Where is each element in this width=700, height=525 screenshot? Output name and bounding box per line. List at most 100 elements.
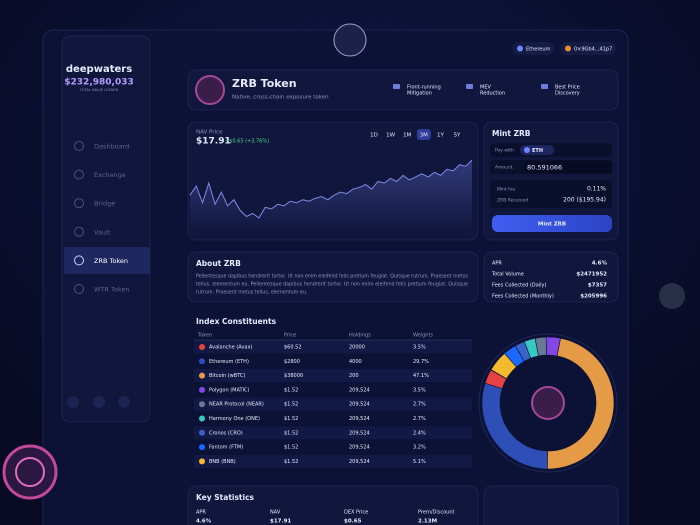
nav-icon (74, 255, 84, 266)
table-header: Token (197, 333, 212, 339)
stat-value: $205996 (580, 294, 607, 300)
about-text: Pellentesque dapibus hendrerit tortor. U… (196, 274, 469, 280)
decor-coin (2, 444, 58, 500)
stat-label: Total Volume (491, 272, 524, 278)
token-cell: NEAR Protocol (NEAR) (209, 402, 264, 408)
key-stats-title: Key Statistics (196, 493, 255, 502)
token-header (187, 69, 619, 111)
nav-item[interactable]: Vault (94, 228, 111, 236)
discord[interactable] (93, 396, 105, 408)
holdings-cell: 209,524 (349, 430, 370, 436)
weight-cell: 3.2% (413, 445, 426, 451)
token-name: ZRB Token (232, 77, 297, 90)
nav-item[interactable]: Dashboard (94, 143, 129, 151)
stat-value: $2471952 (576, 272, 607, 278)
holdings-cell: 4000 (349, 359, 362, 365)
table-header: Price (284, 333, 296, 339)
table-header: Holdings (349, 333, 371, 339)
token-cell: Bitcoin (wBTC) (209, 373, 245, 379)
table-row (194, 454, 472, 468)
key-stat-value: $0.65 (344, 519, 362, 525)
range-button[interactable]: 1W (386, 133, 395, 139)
telegram[interactable] (118, 396, 130, 408)
key-stat-value: 4.6% (196, 519, 212, 525)
network-pill[interactable] (512, 42, 554, 55)
donut-ring (478, 333, 618, 473)
nav-icon (74, 198, 84, 209)
range-button[interactable]: 3M (420, 133, 428, 139)
eth-icon (517, 45, 523, 52)
fee-label: Mint fee (497, 187, 516, 193)
range-button[interactable]: 1D (370, 133, 378, 139)
tvl-label: TOTAL VALUE LOCKED (79, 88, 119, 92)
mint-title: Mint ZRB (492, 129, 531, 138)
amount-input[interactable] (524, 161, 612, 173)
nav-item[interactable]: ZRB Token (94, 257, 128, 265)
feature-label: MEV (480, 85, 491, 91)
key-stat-label: NAV (270, 510, 281, 516)
key-stat-label: APR (196, 510, 206, 516)
feature-label: Mitigation (407, 91, 432, 97)
token-icon (199, 358, 205, 365)
twitter[interactable] (67, 396, 79, 408)
holdings-cell: 209,524 (349, 387, 370, 393)
token-icon (199, 401, 205, 408)
nav-line (189, 159, 473, 219)
range-button[interactable]: 5Y (454, 133, 461, 139)
weight-cell: 5.1% (413, 459, 426, 465)
table-header: Weights (413, 333, 433, 339)
range-button[interactable]: 1Y (437, 133, 444, 139)
key-stat-label: Prem/Discount (418, 510, 454, 516)
donut-core (531, 386, 565, 420)
key-stat-value: 2.13M (418, 519, 437, 525)
token-cell: BNB (BNB) (209, 459, 236, 465)
nav-price: $17.91 (196, 137, 231, 147)
wallet-pill[interactable] (560, 42, 616, 55)
nav-item[interactable]: Exchange (94, 171, 126, 179)
table-row (194, 369, 472, 383)
weight-cell: 2.7% (413, 402, 426, 408)
token-icon (199, 444, 205, 451)
token-cell: Harmony One (ONE) (209, 416, 260, 422)
feature-icon (466, 84, 473, 89)
holdings-cell: 209,524 (349, 459, 370, 465)
token-icon (199, 386, 205, 393)
amount-label: Amount (495, 165, 513, 171)
price-cell: $1.52 (284, 430, 298, 436)
donut-segment (490, 352, 517, 380)
range-button[interactable]: 1M (403, 133, 411, 139)
sidebar (61, 35, 151, 423)
token-cell: Polygon (MATIC) (209, 387, 250, 393)
about-card (187, 251, 479, 303)
decor-eth-coin (333, 23, 367, 57)
tvl: $232,980,033 (64, 78, 133, 88)
table-row (194, 397, 472, 411)
nav-item[interactable]: WTR Token (94, 286, 129, 294)
token-icon (199, 415, 205, 422)
nav-icon (74, 141, 84, 151)
stat-label: Fees Collected (Daily) (492, 283, 547, 289)
nav-change: +$0.65 (+3.76%) (225, 139, 269, 145)
about-title: About ZRB (196, 259, 241, 268)
price-cell: $1.52 (284, 402, 298, 408)
stat-value: 4.6% (592, 261, 608, 267)
weight-cell: 47.1% (413, 373, 429, 379)
token-logo (195, 75, 225, 105)
holdings-cell: 209,524 (349, 445, 370, 451)
side-card (483, 485, 619, 525)
weight-cell: 3.5% (413, 387, 426, 393)
price-cell: $1.52 (284, 445, 298, 451)
token-cell: Cronos (CRO) (209, 430, 243, 436)
nav-item[interactable]: Bridge (94, 200, 115, 208)
table-row (194, 426, 472, 440)
feature-label: Discovery (555, 91, 580, 97)
content: Dashboard Exchange Bridge Vault ZRB Token WTR… (74, 84, 618, 525)
received-label: ZRB Received (497, 198, 528, 204)
feature-label: Front-running (407, 85, 441, 91)
amount: 80.591066 (527, 164, 562, 172)
token-icon (199, 458, 205, 465)
mint-button[interactable] (492, 215, 612, 232)
nav-label: NAV Price (196, 130, 223, 136)
index-card (188, 312, 478, 476)
